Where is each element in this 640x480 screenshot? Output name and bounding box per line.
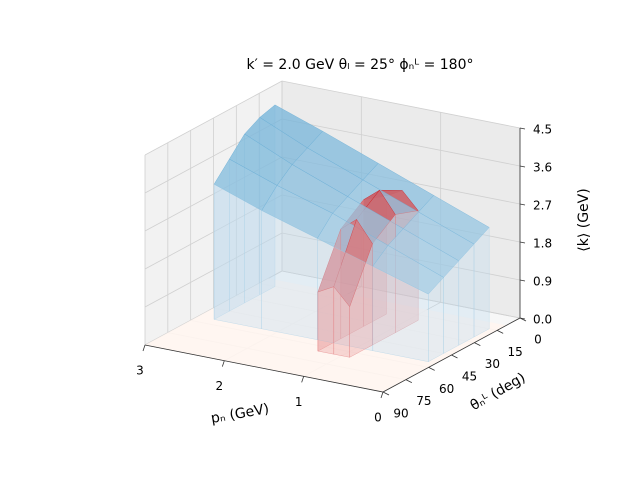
y-tick-label: 30 — [485, 357, 500, 371]
z-tick-label: 0.9 — [533, 275, 552, 289]
z-tick-label: 4.5 — [533, 123, 552, 137]
y-tick-label: 60 — [439, 382, 454, 396]
surface-curtain — [473, 227, 490, 338]
grid-line — [281, 270, 521, 319]
tick — [221, 360, 225, 367]
tick — [519, 127, 526, 130]
z-axis-label: ⟨k⟩ (GeV) — [576, 188, 592, 251]
tick — [380, 391, 384, 399]
y-tick-label: 15 — [508, 345, 523, 359]
y-tick-label: 0 — [534, 333, 542, 347]
z-tick-label: 3.6 — [533, 161, 552, 175]
grid-line — [281, 80, 521, 129]
tick — [519, 203, 526, 206]
tick — [519, 241, 526, 244]
y-tick-label: 75 — [416, 394, 431, 408]
x-tick-label: 0 — [374, 411, 382, 425]
tick — [496, 329, 504, 334]
x-tick-label: 2 — [216, 379, 224, 393]
z-tick-label: 1.8 — [533, 237, 552, 251]
tick — [301, 376, 305, 383]
tick — [519, 279, 526, 282]
tick — [474, 342, 481, 347]
y-tick-label: 45 — [462, 370, 477, 384]
z-tick-label: 0.0 — [533, 313, 552, 327]
chart-title: k′ = 2.0 GeV θₗ = 25° ϕₙᴸ = 180° — [247, 57, 474, 73]
x-axis-line — [144, 344, 384, 393]
grid-line — [144, 232, 283, 308]
tick — [405, 379, 413, 384]
tick — [428, 366, 435, 371]
surface-curtain — [333, 286, 350, 358]
tick — [451, 354, 458, 359]
tick — [142, 344, 146, 352]
tick — [519, 317, 526, 320]
grid-line — [281, 118, 521, 167]
x-tick-label: 1 — [295, 395, 303, 409]
floor-surface — [145, 278, 507, 392]
tick — [382, 391, 390, 396]
surface-curtain — [458, 243, 475, 346]
surface-curtain — [317, 286, 334, 355]
y-tick-label: 90 — [393, 407, 408, 421]
tick — [519, 165, 526, 168]
grid-line — [144, 80, 283, 156]
surface-curtain — [443, 260, 459, 354]
x-tick-label: 3 — [136, 364, 144, 378]
x-axis-label: pₙ (GeV) — [210, 401, 271, 427]
surface-curtain — [428, 277, 444, 362]
z-tick-label: 2.7 — [533, 199, 552, 213]
